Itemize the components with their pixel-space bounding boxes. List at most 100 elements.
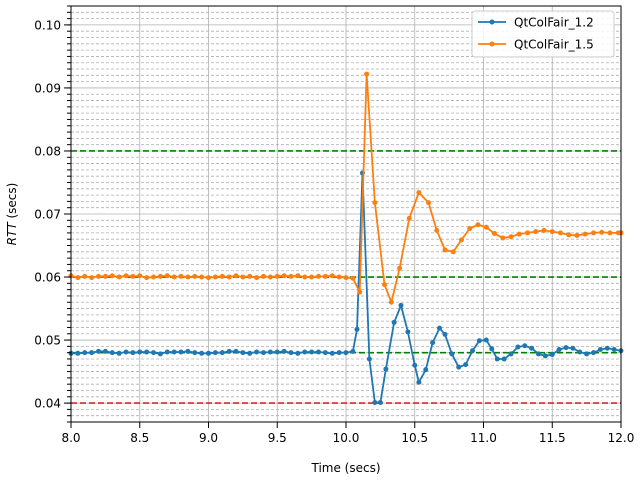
x-tick-label: 9.5 bbox=[268, 431, 287, 445]
data-point-series-2 bbox=[144, 275, 150, 281]
data-point-series-1 bbox=[456, 364, 462, 370]
data-point-series-1 bbox=[75, 350, 81, 356]
data-point-series-2 bbox=[329, 273, 335, 279]
y-axis-label-unit: (secs) bbox=[5, 183, 19, 223]
data-point-series-1 bbox=[316, 349, 321, 355]
data-point-series-1 bbox=[372, 399, 378, 405]
x-tick-label: 8.5 bbox=[130, 431, 149, 445]
data-point-series-2 bbox=[164, 273, 170, 279]
data-point-series-2 bbox=[450, 249, 456, 255]
data-point-series-2 bbox=[199, 274, 205, 280]
data-point-series-2 bbox=[406, 215, 412, 221]
data-point-series-2 bbox=[442, 247, 448, 253]
data-point-series-1 bbox=[470, 348, 475, 354]
data-point-series-2 bbox=[295, 273, 301, 279]
series-lines bbox=[68, 71, 624, 405]
y-tick-label: 0.08 bbox=[34, 144, 61, 158]
data-point-series-2 bbox=[416, 190, 422, 196]
data-point-series-2 bbox=[574, 232, 580, 238]
data-point-series-2 bbox=[219, 273, 225, 279]
data-point-series-1 bbox=[522, 343, 528, 349]
x-tick-label: 10.0 bbox=[333, 431, 360, 445]
data-point-series-2 bbox=[492, 231, 497, 237]
data-point-series-2 bbox=[372, 200, 378, 206]
data-point-series-1 bbox=[322, 350, 328, 356]
data-point-series-2 bbox=[302, 274, 308, 280]
data-point-series-2 bbox=[566, 232, 572, 238]
y-tick-label: 0.09 bbox=[34, 81, 61, 95]
data-point-series-1 bbox=[151, 350, 156, 356]
data-point-series-1 bbox=[281, 348, 287, 354]
data-point-series-1 bbox=[508, 351, 514, 357]
data-point-series-1 bbox=[212, 350, 218, 356]
data-point-series-1 bbox=[591, 350, 596, 356]
data-point-series-1 bbox=[144, 349, 150, 355]
data-point-series-2 bbox=[533, 229, 539, 235]
data-point-series-2 bbox=[483, 224, 489, 230]
data-point-series-2 bbox=[123, 273, 129, 279]
data-point-series-1 bbox=[261, 350, 266, 356]
data-point-series-2 bbox=[525, 230, 530, 236]
data-point-series-2 bbox=[226, 274, 232, 280]
data-point-series-1 bbox=[529, 345, 535, 351]
data-point-series-2 bbox=[102, 273, 108, 279]
data-point-series-1 bbox=[604, 345, 610, 351]
data-point-series-1 bbox=[309, 349, 315, 355]
data-point-series-2 bbox=[388, 299, 394, 305]
data-point-series-2 bbox=[500, 235, 506, 241]
data-point-series-2 bbox=[309, 274, 315, 280]
data-point-series-2 bbox=[178, 273, 184, 279]
data-point-series-2 bbox=[247, 273, 253, 279]
data-point-series-1 bbox=[563, 345, 569, 351]
data-point-series-1 bbox=[442, 331, 448, 337]
data-point-series-1 bbox=[383, 366, 389, 372]
data-point-series-1 bbox=[164, 349, 170, 355]
data-point-series-1 bbox=[295, 350, 301, 356]
data-point-series-1 bbox=[102, 348, 108, 354]
data-point-series-1 bbox=[556, 347, 562, 353]
y-axis-label-italic: RTT bbox=[5, 221, 19, 246]
data-point-series-2 bbox=[151, 274, 156, 280]
data-point-series-1 bbox=[483, 337, 489, 343]
data-point-series-1 bbox=[570, 345, 576, 351]
data-point-series-1 bbox=[584, 351, 590, 357]
y-tick-label: 0.07 bbox=[34, 208, 61, 222]
data-point-series-2 bbox=[382, 282, 387, 288]
data-point-series-1 bbox=[366, 356, 372, 362]
data-point-series-2 bbox=[397, 265, 403, 271]
data-point-series-1 bbox=[219, 350, 225, 356]
data-point-series-2 bbox=[171, 274, 177, 280]
legend-marker-series-1 bbox=[489, 19, 495, 25]
data-point-series-2 bbox=[96, 273, 101, 279]
data-point-series-1 bbox=[267, 349, 273, 355]
data-point-series-1 bbox=[116, 350, 122, 356]
data-point-series-2 bbox=[582, 231, 588, 237]
data-point-series-1 bbox=[430, 340, 436, 346]
data-point-series-2 bbox=[240, 274, 246, 280]
data-point-series-2 bbox=[357, 289, 363, 295]
data-point-series-1 bbox=[274, 349, 280, 355]
data-point-series-1 bbox=[437, 325, 442, 331]
data-point-series-1 bbox=[350, 348, 356, 354]
data-point-series-1 bbox=[240, 350, 246, 356]
data-point-series-2 bbox=[467, 225, 473, 231]
data-point-series-2 bbox=[109, 273, 115, 279]
data-point-series-2 bbox=[426, 200, 431, 206]
legend-label-series-1: QtColFair_1.2 bbox=[514, 16, 594, 30]
data-point-series-2 bbox=[267, 274, 273, 280]
data-point-series-1 bbox=[82, 350, 88, 356]
y-tick-label: 0.06 bbox=[34, 271, 61, 285]
data-point-series-2 bbox=[281, 273, 287, 279]
x-tick-label: 11.0 bbox=[470, 431, 497, 445]
data-point-series-1 bbox=[302, 349, 308, 355]
data-point-series-1 bbox=[536, 351, 541, 357]
data-point-series-2 bbox=[508, 234, 514, 240]
data-point-series-1 bbox=[109, 350, 115, 356]
data-point-series-2 bbox=[591, 230, 596, 236]
data-point-series-2 bbox=[192, 273, 198, 279]
data-point-series-1 bbox=[89, 350, 95, 356]
data-point-series-2 bbox=[558, 230, 563, 236]
data-point-series-1 bbox=[137, 349, 143, 355]
x-axis-ticks: 8.0 8.5 9.0 9.5 10.0 10.5 11.0 11.5 12.0 bbox=[61, 422, 634, 445]
data-point-series-1 bbox=[416, 379, 422, 385]
